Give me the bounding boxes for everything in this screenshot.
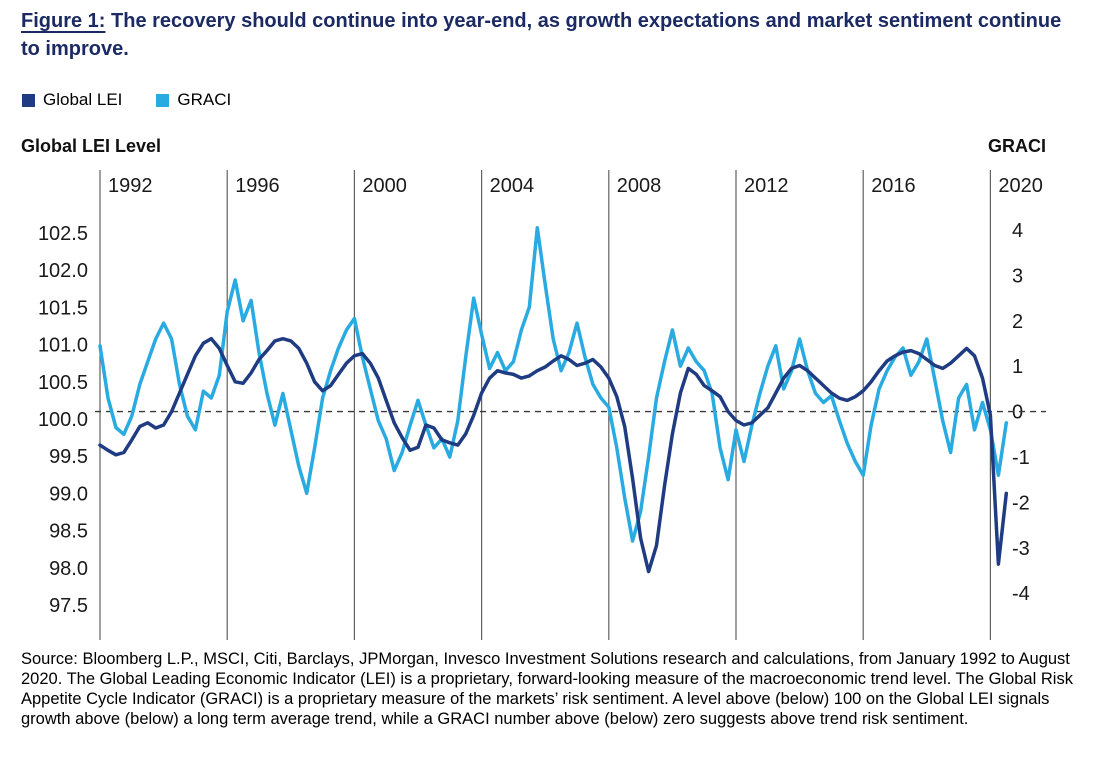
year-label-1992: 1992: [108, 175, 153, 197]
left-tick-label: 102.5: [38, 223, 88, 245]
year-label-2000: 2000: [362, 175, 407, 197]
year-label-2012: 2012: [744, 175, 789, 197]
global-lei-swatch-icon: [22, 93, 35, 107]
year-label-2016: 2016: [871, 175, 916, 197]
right-tick-label: -3: [1012, 538, 1030, 560]
right-tick-label: 4: [1012, 220, 1023, 242]
legend-item-graci: GRACI: [156, 90, 231, 110]
graci-line: [98, 225, 1009, 543]
source-note: Source: Bloomberg L.P., MSCI, Citi, Barc…: [21, 650, 1073, 729]
left-tick-label: 98.5: [49, 521, 88, 543]
left-tick-label: 99.0: [49, 483, 88, 505]
figure-title-text: The recovery should continue into year-e…: [21, 10, 1062, 60]
left-tick-label: 100.5: [38, 372, 88, 394]
legend-label-global-lei: Global LEI: [43, 90, 123, 109]
right-tick-label: 1: [1012, 356, 1023, 378]
lei-graci-line-chart: 1992 1996 2000 2004 2008 2012 2016 2020102.5102…: [38, 170, 1046, 640]
year-label-2020: 2020: [998, 175, 1043, 197]
year-label-1996: 1996: [235, 175, 280, 197]
year-label-2004: 2004: [490, 175, 534, 197]
left-tick-label: 98.0: [49, 558, 88, 580]
legend-label-graci: GRACI: [177, 90, 232, 109]
right-tick-label: 0: [1012, 402, 1023, 424]
graci-swatch-icon: [156, 93, 170, 107]
chart-legend: Global LEI GRACI: [22, 90, 231, 110]
year-label-2008: 2008: [617, 175, 662, 197]
right-tick-label: -2: [1012, 492, 1030, 514]
left-tick-label: 102.0: [38, 260, 88, 282]
right-tick-label: 3: [1012, 265, 1023, 287]
right-tick-label: -1: [1012, 447, 1030, 469]
left-axis-title: Global LEI Level: [21, 136, 162, 156]
left-tick-label: 99.5: [49, 446, 88, 468]
right-axis-title: GRACI: [988, 136, 1046, 156]
figure-title: Figure 1: The recovery should continue i…: [21, 8, 1081, 63]
left-tick-label: 101.5: [38, 297, 88, 319]
left-tick-label: 97.5: [49, 595, 88, 617]
legend-item-global-lei: Global LEI: [22, 90, 122, 110]
left-tick-label: 100.0: [38, 409, 88, 431]
figure-number: Figure 1:: [21, 10, 106, 32]
left-tick-label: 101.0: [38, 335, 88, 357]
global-lei-line: [98, 336, 1009, 574]
right-tick-label: -4: [1012, 583, 1030, 605]
right-tick-label: 2: [1012, 311, 1023, 333]
